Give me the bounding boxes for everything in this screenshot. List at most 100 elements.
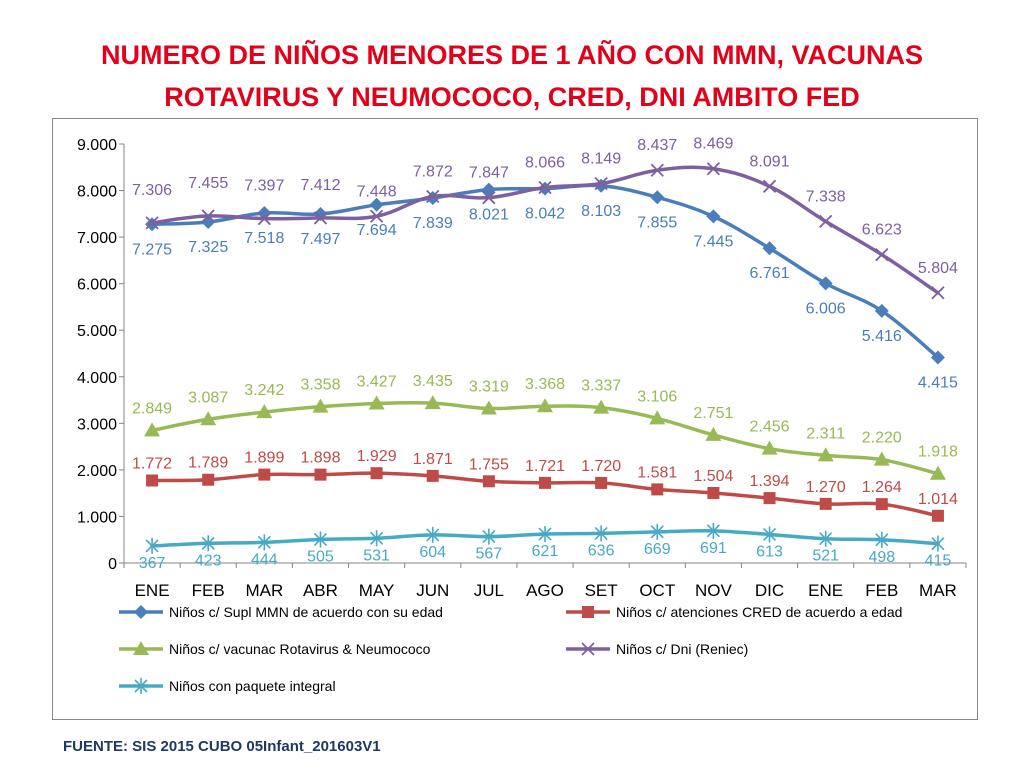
series-dni-point: [594, 176, 608, 191]
series-dni-data-label: 8.437: [637, 137, 677, 154]
series-paquete-data-label: 521: [812, 548, 839, 565]
series-dni-point: [313, 211, 328, 225]
series-rotavirus-data-label: 2.751: [693, 405, 733, 422]
y-tick-label: 0: [108, 556, 117, 573]
series-rotavirus-point: [312, 398, 329, 413]
series-dni-data-label: 7.338: [806, 188, 846, 205]
series-rotavirus-point: [200, 411, 217, 426]
series-dni-data-label: 7.397: [244, 178, 284, 195]
legend-marker: [581, 642, 595, 656]
series-dni-point: [706, 162, 721, 176]
legend-label: Niños c/ vacunac Rotavirus & Neumococo: [169, 641, 431, 657]
series-dni-data-label: 8.149: [581, 151, 621, 168]
series-paquete-data-label: 415: [925, 553, 952, 570]
series-mmn-data-label: 6.761: [750, 265, 790, 282]
series-cred-data-label: 1.899: [244, 450, 284, 467]
legend-marker: [133, 641, 149, 655]
series-mmn-data-label: 6.006: [806, 300, 846, 317]
x-tick-label: ENE: [808, 581, 843, 600]
series-paquete-data-label: 604: [419, 544, 446, 561]
series-cred-point: [202, 473, 215, 486]
series-rotavirus-data-label: 3.427: [357, 373, 397, 390]
series-rotavirus-data-label: 3.087: [188, 389, 228, 406]
series-rotavirus-data-label: 2.849: [132, 400, 172, 417]
series-rotavirus-data-label: 3.242: [244, 382, 284, 399]
x-tick-label: OCT: [639, 581, 675, 600]
series-rotavirus-point: [929, 465, 946, 480]
legend-marker: [582, 606, 594, 618]
title-line-2: ROTAVIRUS Y NEUMOCOCO, CRED, DNI AMBITO …: [164, 82, 860, 112]
series-rotavirus-data-label: 3.337: [581, 378, 621, 395]
series-cred-data-label: 1.581: [637, 464, 677, 481]
series-paquete-point: [594, 525, 608, 542]
series-rotavirus-point: [480, 400, 497, 415]
series-rotavirus-point: [368, 395, 385, 410]
series-mmn-data-label: 8.021: [469, 207, 509, 224]
series-cred-data-label: 1.789: [188, 455, 228, 472]
series-rotavirus-point: [705, 426, 722, 441]
series-rotavirus-data-label: 1.918: [918, 444, 958, 461]
series-paquete-point: [370, 530, 384, 547]
series-mmn-data-label: 7.497: [300, 231, 340, 248]
series-dni-data-label: 7.455: [188, 175, 228, 192]
source-footer: FUENTE: SIS 2015 CUBO 05Infant_201603V1: [63, 738, 381, 755]
series-rotavirus-data-label: 3.435: [413, 373, 453, 390]
series-rotavirus-point: [593, 399, 610, 414]
legend-label: Niños c/ Dni (Reniec): [616, 641, 748, 657]
series-rotavirus-point: [537, 398, 553, 413]
series-rotavirus-point: [649, 410, 666, 425]
series-dni-point: [145, 216, 159, 230]
x-tick-label: SET: [585, 581, 618, 600]
series-mmn-data-label: 7.445: [693, 233, 733, 250]
series-cred-data-label: 1.394: [750, 473, 790, 490]
series-cred-point: [707, 486, 720, 499]
series-mmn-point: [930, 350, 945, 365]
x-tick-label: MAR: [919, 581, 957, 600]
series-dni-data-label: 7.847: [469, 165, 509, 182]
series-cred-data-label: 1.871: [413, 451, 453, 468]
series-rotavirus-data-label: 2.311: [806, 425, 845, 442]
series-paquete-data-label: 531: [363, 547, 390, 564]
series-mmn-data-label: 7.839: [413, 215, 453, 232]
series-cred-data-label: 1.270: [806, 479, 846, 496]
series-paquete-data-label: 669: [644, 541, 671, 558]
series-mmn-point: [818, 276, 833, 291]
series-mmn-data-label: 4.415: [918, 374, 958, 391]
series-rotavirus-data-label: 3.358: [300, 377, 340, 394]
series-paquete-data-label: 423: [195, 552, 222, 569]
series-paquete-data-label: 444: [251, 551, 278, 568]
x-tick-label: ABR: [303, 581, 338, 600]
series-rotavirus-data-label: 2.220: [862, 430, 902, 447]
chart-title: NUMERO DE NIÑOS MENORES DE 1 AÑO CON MMN…: [0, 34, 1024, 118]
series-dni-data-label: 7.412: [300, 177, 340, 194]
y-tick-label: 3.000: [77, 416, 117, 433]
y-tick-label: 1.000: [77, 509, 117, 526]
series-dni-point: [538, 180, 552, 195]
series-dni-data-label: 7.448: [357, 183, 397, 200]
series-cred-point: [595, 476, 608, 489]
y-tick-label: 2.000: [77, 463, 117, 480]
series-paquete-point: [931, 535, 945, 552]
series-dni-data-label: 6.623: [862, 222, 902, 239]
series-paquete-data-label: 613: [756, 543, 783, 560]
series-rotavirus-data-label: 3.106: [637, 388, 677, 405]
series-cred-point: [370, 467, 383, 480]
y-tick-label: 4.000: [77, 370, 117, 387]
series-dni-point: [819, 214, 833, 229]
series-rotavirus-point: [256, 404, 273, 419]
series-mmn-point: [650, 190, 665, 205]
series-dni-point: [482, 191, 496, 205]
chart-frame: 0 1.000 2.000 3.000 4.000 5.000 6.000 7.000 8.00…: [52, 118, 978, 720]
legend-label: Niños con paquete integral: [169, 678, 336, 694]
series-rotavirus-data-label: 2.456: [750, 419, 790, 436]
series-paquete-point: [650, 523, 664, 540]
series-rotavirus-point: [144, 422, 161, 437]
series-mmn-point: [874, 303, 889, 318]
series-dni-point: [650, 163, 664, 177]
series-mmn-point: [481, 182, 496, 197]
series-cred-point: [875, 498, 888, 511]
series-dni-data-label: 5.804: [918, 260, 958, 277]
series-cred-point: [539, 476, 551, 489]
x-tick-label: ENE: [135, 581, 170, 600]
series-paquete-point: [426, 526, 440, 543]
